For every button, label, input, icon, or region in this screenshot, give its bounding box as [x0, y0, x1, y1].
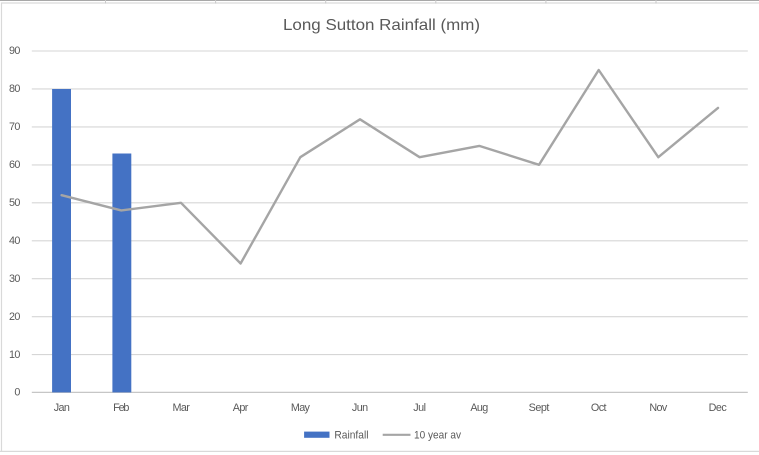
svg-text:Aug: Aug [470, 402, 488, 414]
svg-text:70: 70 [9, 121, 20, 133]
svg-text:Rainfall: Rainfall [334, 429, 368, 441]
svg-text:Dec: Dec [709, 402, 728, 414]
svg-text:Oct: Oct [591, 402, 607, 414]
svg-text:20: 20 [9, 311, 20, 323]
svg-text:Jan: Jan [54, 402, 70, 414]
svg-text:60: 60 [9, 159, 20, 171]
svg-text:30: 30 [9, 273, 20, 285]
svg-text:May: May [291, 402, 311, 414]
svg-text:Long Sutton Rainfall (mm): Long Sutton Rainfall (mm) [283, 17, 480, 34]
svg-text:Sept: Sept [529, 402, 550, 414]
svg-text:Feb: Feb [113, 402, 129, 414]
svg-text:90: 90 [9, 45, 20, 57]
svg-text:Nov: Nov [649, 402, 667, 414]
svg-text:50: 50 [9, 197, 20, 209]
svg-text:0: 0 [14, 387, 20, 399]
svg-text:40: 40 [9, 235, 20, 247]
svg-text:Mar: Mar [173, 402, 191, 414]
svg-text:Jun: Jun [352, 402, 368, 414]
svg-text:10: 10 [9, 349, 20, 361]
svg-text:Apr: Apr [233, 402, 249, 414]
svg-text:80: 80 [9, 83, 20, 95]
svg-text:10 year av: 10 year av [414, 429, 462, 441]
svg-text:Jul: Jul [413, 402, 426, 414]
